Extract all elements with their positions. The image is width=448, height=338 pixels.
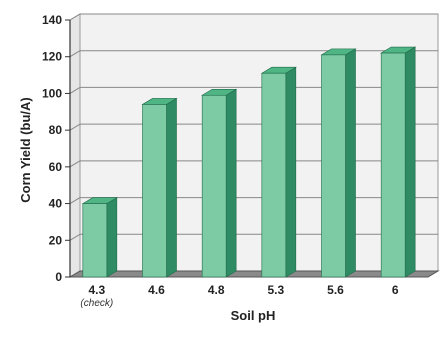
bar-side [285,66,297,278]
x-tick-label: 5.6 [327,283,344,297]
gridline-depth [69,13,81,21]
bar-side [404,46,416,278]
y-tick-label: 40 [49,197,63,211]
x-axis: 4.3(check) 4.6 4.8 5.3 5.6 6 [80,283,398,309]
bar-front [380,52,406,278]
gridline-depth [69,197,81,205]
y-tick-label: 120 [42,50,62,64]
bar-front [142,104,167,278]
y-axis: 0 20 40 60 80 100 120 140 [42,13,71,284]
y-tick-label: 100 [42,86,62,100]
bar-side [106,197,118,278]
bar [320,48,357,278]
x-tick-label: 4.6 [148,283,165,297]
bar [141,97,178,278]
y-axis-label: Corn Yield (bu/A) [18,97,33,202]
bar-front [82,203,108,278]
gridline-depth [69,233,81,241]
gridline-depth [69,50,81,58]
x-tick-label: 6 [392,283,399,297]
bar [380,46,417,278]
y-tick-label: 140 [42,13,62,27]
bar-front [261,72,287,278]
y-tick-label: 60 [49,160,63,174]
x-tick-label: 4.3 [88,283,105,297]
x-tick-note: (check) [80,298,113,309]
y-tick-label: 0 [55,270,62,284]
gridline-depth [69,160,81,168]
bars [81,46,417,278]
bar-side [225,88,237,278]
gridlines [69,13,438,241]
y-tick-label: 20 [49,233,63,247]
x-tick-label: 5.3 [267,283,284,297]
gridline-depth [69,86,81,94]
bar-side [345,48,356,278]
x-tick-label: 4.8 [208,283,225,297]
gridline-depth [69,123,81,131]
bar-side [166,97,177,278]
bar-front [321,54,346,278]
bar [81,197,118,278]
bar [201,88,238,278]
y-tick-label: 80 [49,123,63,137]
bar [260,66,297,278]
x-axis-label: Soil pH [231,308,276,323]
bar-front [201,94,227,278]
